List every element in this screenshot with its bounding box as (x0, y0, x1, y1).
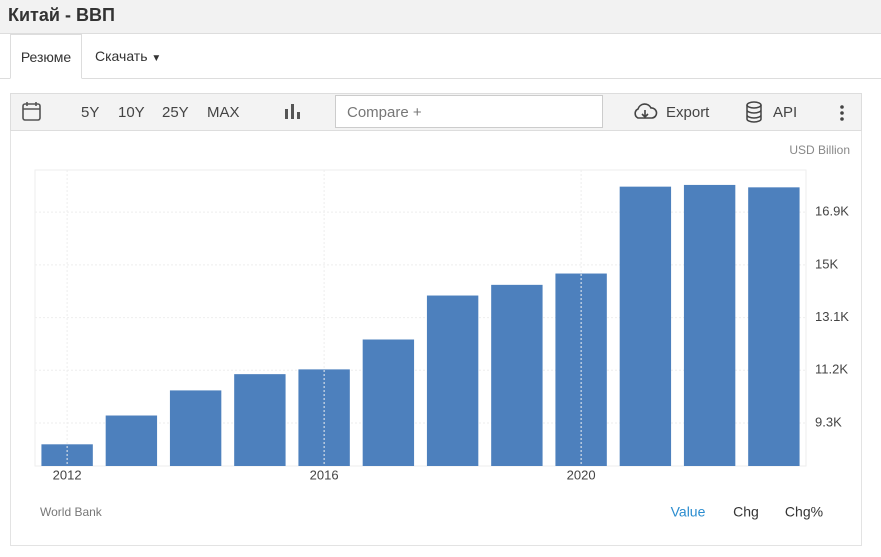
bar (748, 187, 800, 467)
x-tick-label: 2020 (567, 467, 596, 482)
chart-type-icon[interactable] (284, 103, 302, 121)
export-icon[interactable] (632, 102, 658, 122)
view-option[interactable]: Chg% (785, 504, 823, 520)
y-tick-label: 11.2K (815, 362, 848, 377)
unit-label: USD Billion (789, 143, 850, 157)
tab-download[interactable]: Скачать ▼ (95, 48, 162, 64)
range-button[interactable]: 10Y (118, 104, 145, 121)
api-icon[interactable] (745, 101, 765, 123)
bar (491, 284, 543, 466)
y-tick-label: 16.9K (815, 204, 849, 219)
y-tick-label: 9.3K (815, 414, 842, 429)
source: World Bank (40, 505, 103, 519)
range-button[interactable]: MAX (207, 104, 240, 121)
view-option[interactable]: Chg (733, 504, 759, 520)
tab-divider (0, 78, 881, 79)
range-button[interactable]: 25Y (162, 104, 189, 121)
bar (426, 295, 479, 466)
x-tick-label: 2012 (53, 467, 82, 482)
bar (234, 374, 286, 466)
bar (169, 390, 222, 466)
calendar-icon[interactable] (22, 101, 42, 123)
api-button[interactable]: API (773, 104, 798, 121)
view-option[interactable]: Value (671, 504, 706, 520)
bar (105, 415, 158, 466)
tab-label: Резюме (20, 49, 72, 65)
more-icon[interactable] (838, 104, 846, 122)
compare-placeholder: Compare + (347, 104, 422, 121)
bar (619, 186, 672, 466)
range-button[interactable]: 5Y (81, 104, 100, 121)
tab-label: Скачать (95, 48, 148, 64)
x-tick-label: 2016 (310, 467, 339, 482)
compare-input[interactable]: Compare + (335, 95, 603, 128)
page-title: Китай - ВВП (8, 5, 115, 25)
chart-panel (10, 131, 862, 546)
bar (683, 184, 736, 466)
bar (362, 339, 415, 466)
y-tick-label: 13.1K (815, 309, 849, 324)
title-bar: Китай - ВВП (0, 0, 881, 34)
y-tick-label: 15K (815, 256, 838, 271)
tab-summary[interactable]: Резюме (10, 34, 82, 79)
bar (298, 369, 350, 466)
bar (555, 273, 607, 466)
export-button[interactable]: Export (666, 104, 710, 121)
